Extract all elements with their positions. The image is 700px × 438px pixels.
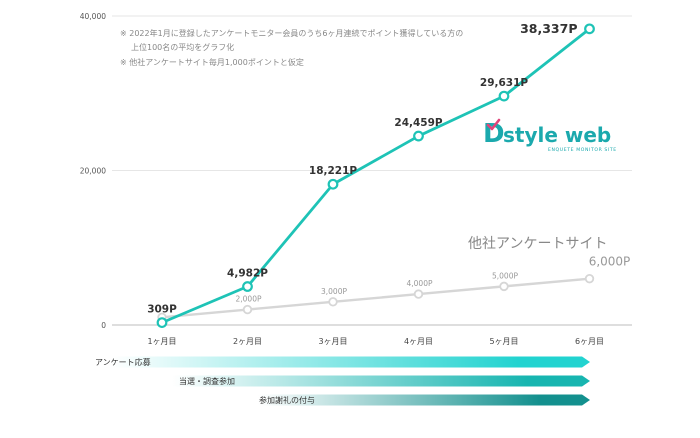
other-series-data-label: 5,000P [492, 271, 518, 280]
x-tick-label: 3ヶ月目 [318, 337, 347, 346]
y-tick-label: 40,000 [80, 12, 106, 21]
dstyle-series-point [413, 130, 424, 142]
footnote-1: ※ 2022年1月に登録したアンケートモニター会員のうち6ヶ月連続でポイント獲得… [120, 28, 463, 38]
dstyle-series-point [156, 317, 168, 329]
other-series-point [499, 281, 509, 292]
logo-tagline: ENQUETE MONITOR SITE [548, 147, 617, 153]
footnote-2: 上位100名の平均をグラフ化 [131, 42, 234, 52]
other-series-point [584, 273, 595, 284]
logo-letter-d: D [483, 119, 505, 149]
logo-wordmark: style web [503, 123, 611, 147]
process-arrow-label: 当選・調査参加 [179, 376, 235, 386]
footnote-3: ※ 他社アンケートサイト毎月1,000ポイントと仮定 [120, 57, 304, 67]
dstyle-series-line [161, 27, 591, 324]
dstyle-series-data-label: 24,459P [394, 117, 443, 129]
process-arrow-3 [258, 394, 590, 406]
other-series-line [161, 277, 590, 319]
footnotes: ※ 2022年1月に登録したアンケートモニター会員のうち6ヶ月連続でポイント獲得… [120, 28, 463, 67]
other-series-name: 他社アンケートサイト [468, 236, 607, 252]
y-tick-label: 0 [101, 321, 106, 330]
dstyle-series-point [498, 90, 510, 102]
other-series-data-label: 3,000P [321, 287, 347, 296]
other-series-data-label: 6,000P [589, 255, 631, 269]
other-series-point [328, 297, 338, 307]
x-tick-label: 2ヶ月目 [233, 337, 262, 346]
check-mark-icon [486, 118, 501, 131]
other-series: 2,000P 3,000P 4,000P 5,000P 6,000P [157, 255, 631, 322]
dstyle-series-data-label: 29,631P [480, 77, 529, 89]
x-tick-label: 4ヶ月目 [404, 337, 433, 346]
x-tick-label: 6ヶ月目 [575, 337, 604, 346]
dstyle-web-logo: D style web ENQUETE MONITOR SITE [483, 118, 617, 153]
dstyle-series: 309P 4,982P 18,221P 24,459P 29,631P 38,337P [147, 21, 595, 329]
y-tick-label: 20,000 [80, 167, 106, 176]
process-arrow-label: アンケート応募 [95, 357, 151, 367]
dstyle-series-data-label: 18,221P [309, 165, 358, 177]
process-arrow-label: 参加謝礼の付与 [259, 395, 315, 405]
x-tick-label: 1ヶ月目 [147, 337, 176, 346]
x-axis-ticks: 1ヶ月目 2ヶ月目 3ヶ月目 4ヶ月目 5ヶ月目 6ヶ月目 [147, 337, 604, 346]
other-series-point [413, 289, 424, 299]
process-arrow-2 [172, 375, 590, 387]
process-arrow-1 [112, 356, 590, 368]
dstyle-series-point [584, 23, 595, 35]
other-series-point [242, 304, 253, 315]
dstyle-series-point [242, 281, 253, 292]
grid-layer: 0 20,000 40,000 [80, 12, 632, 330]
dstyle-series-data-label: 4,982P [227, 268, 268, 280]
dstyle-series-point [327, 178, 339, 190]
other-series-data-label: 4,000P [407, 279, 433, 288]
other-series-data-label: 2,000P [236, 295, 262, 304]
x-tick-label: 5ヶ月目 [489, 337, 518, 346]
dstyle-series-data-label: 38,337P [520, 21, 577, 36]
dstyle-series-data-label: 309P [147, 304, 177, 316]
